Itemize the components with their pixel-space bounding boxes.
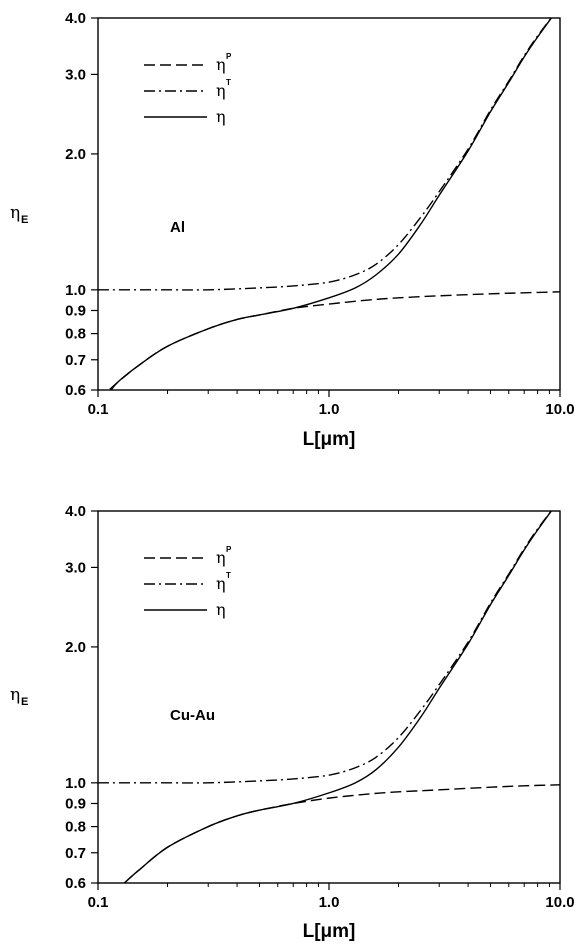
legend: η Pη Tη bbox=[144, 545, 232, 619]
y-axis-label: η bbox=[10, 685, 20, 705]
plot-frame bbox=[97, 17, 561, 391]
legend: η Pη Tη bbox=[144, 52, 232, 126]
legend-label-superscript: T bbox=[226, 78, 231, 87]
legend-label: η bbox=[216, 548, 226, 567]
plot-frame bbox=[97, 510, 561, 884]
material-label: Al bbox=[170, 219, 185, 236]
x-axis-label: L[μm] bbox=[303, 921, 356, 942]
x-tick-label: 10.0 bbox=[545, 894, 574, 911]
x-tick-label: 10.0 bbox=[545, 401, 574, 418]
x-tick-label: 0.1 bbox=[88, 401, 109, 418]
y-tick-label: 4.0 bbox=[65, 503, 86, 520]
series-line-solid bbox=[123, 511, 553, 883]
legend-label: η bbox=[216, 574, 226, 593]
y-tick-label: 2.0 bbox=[65, 146, 86, 163]
y-axis-label: η bbox=[10, 203, 20, 223]
series-line-dashdot bbox=[98, 18, 553, 291]
y-tick-label: 3.0 bbox=[65, 559, 86, 576]
x-tick-label: 0.1 bbox=[88, 894, 109, 911]
series-line-dashed bbox=[107, 291, 560, 390]
legend-label: η bbox=[216, 81, 226, 100]
y-tick-label: 0.7 bbox=[65, 352, 86, 369]
legend-label-superscript: T bbox=[226, 571, 231, 580]
x-axis-label: L[μm] bbox=[303, 429, 356, 450]
y-tick-label: 0.6 bbox=[65, 382, 86, 399]
series-line-dashed bbox=[123, 784, 560, 883]
legend-label: η bbox=[216, 107, 226, 126]
y-tick-label: 0.8 bbox=[65, 326, 86, 343]
y-tick-label: 0.7 bbox=[65, 845, 86, 862]
y-tick-label: 3.0 bbox=[65, 66, 86, 83]
y-tick-label: 1.0 bbox=[65, 282, 86, 299]
y-axis-label-subscript: E bbox=[21, 214, 28, 226]
legend-label-superscript: P bbox=[226, 52, 232, 61]
y-tick-label: 4.0 bbox=[65, 10, 86, 27]
y-tick-label: 2.0 bbox=[65, 639, 86, 656]
y-axis-label-subscript: E bbox=[21, 696, 28, 708]
y-tick-label: 0.9 bbox=[65, 302, 86, 319]
chart-panel-1: 0.1 1.0 10.0 0.6 0.7 0.8 0.9 1.0 2.0 3.0 4.0 L[μm] η… bbox=[10, 10, 575, 450]
series-line-dashdot bbox=[98, 511, 553, 784]
y-tick-label: 0.9 bbox=[65, 795, 86, 812]
chart-panel-2: 0.1 1.0 10.0 0.6 0.7 0.8 0.9 1.0 2.0 3.0 4.0 L[μm] η… bbox=[10, 503, 575, 942]
y-tick-label: 1.0 bbox=[65, 775, 86, 792]
material-label: Cu-Au bbox=[170, 707, 215, 724]
series-line-solid bbox=[110, 18, 553, 390]
x-tick-label: 1.0 bbox=[319, 894, 340, 911]
y-tick-label: 0.8 bbox=[65, 819, 86, 836]
legend-label: η bbox=[216, 600, 226, 619]
y-tick-label: 0.6 bbox=[65, 875, 86, 892]
x-tick-label: 1.0 bbox=[319, 401, 340, 418]
legend-label: η bbox=[216, 55, 226, 74]
legend-label-superscript: P bbox=[226, 545, 232, 554]
